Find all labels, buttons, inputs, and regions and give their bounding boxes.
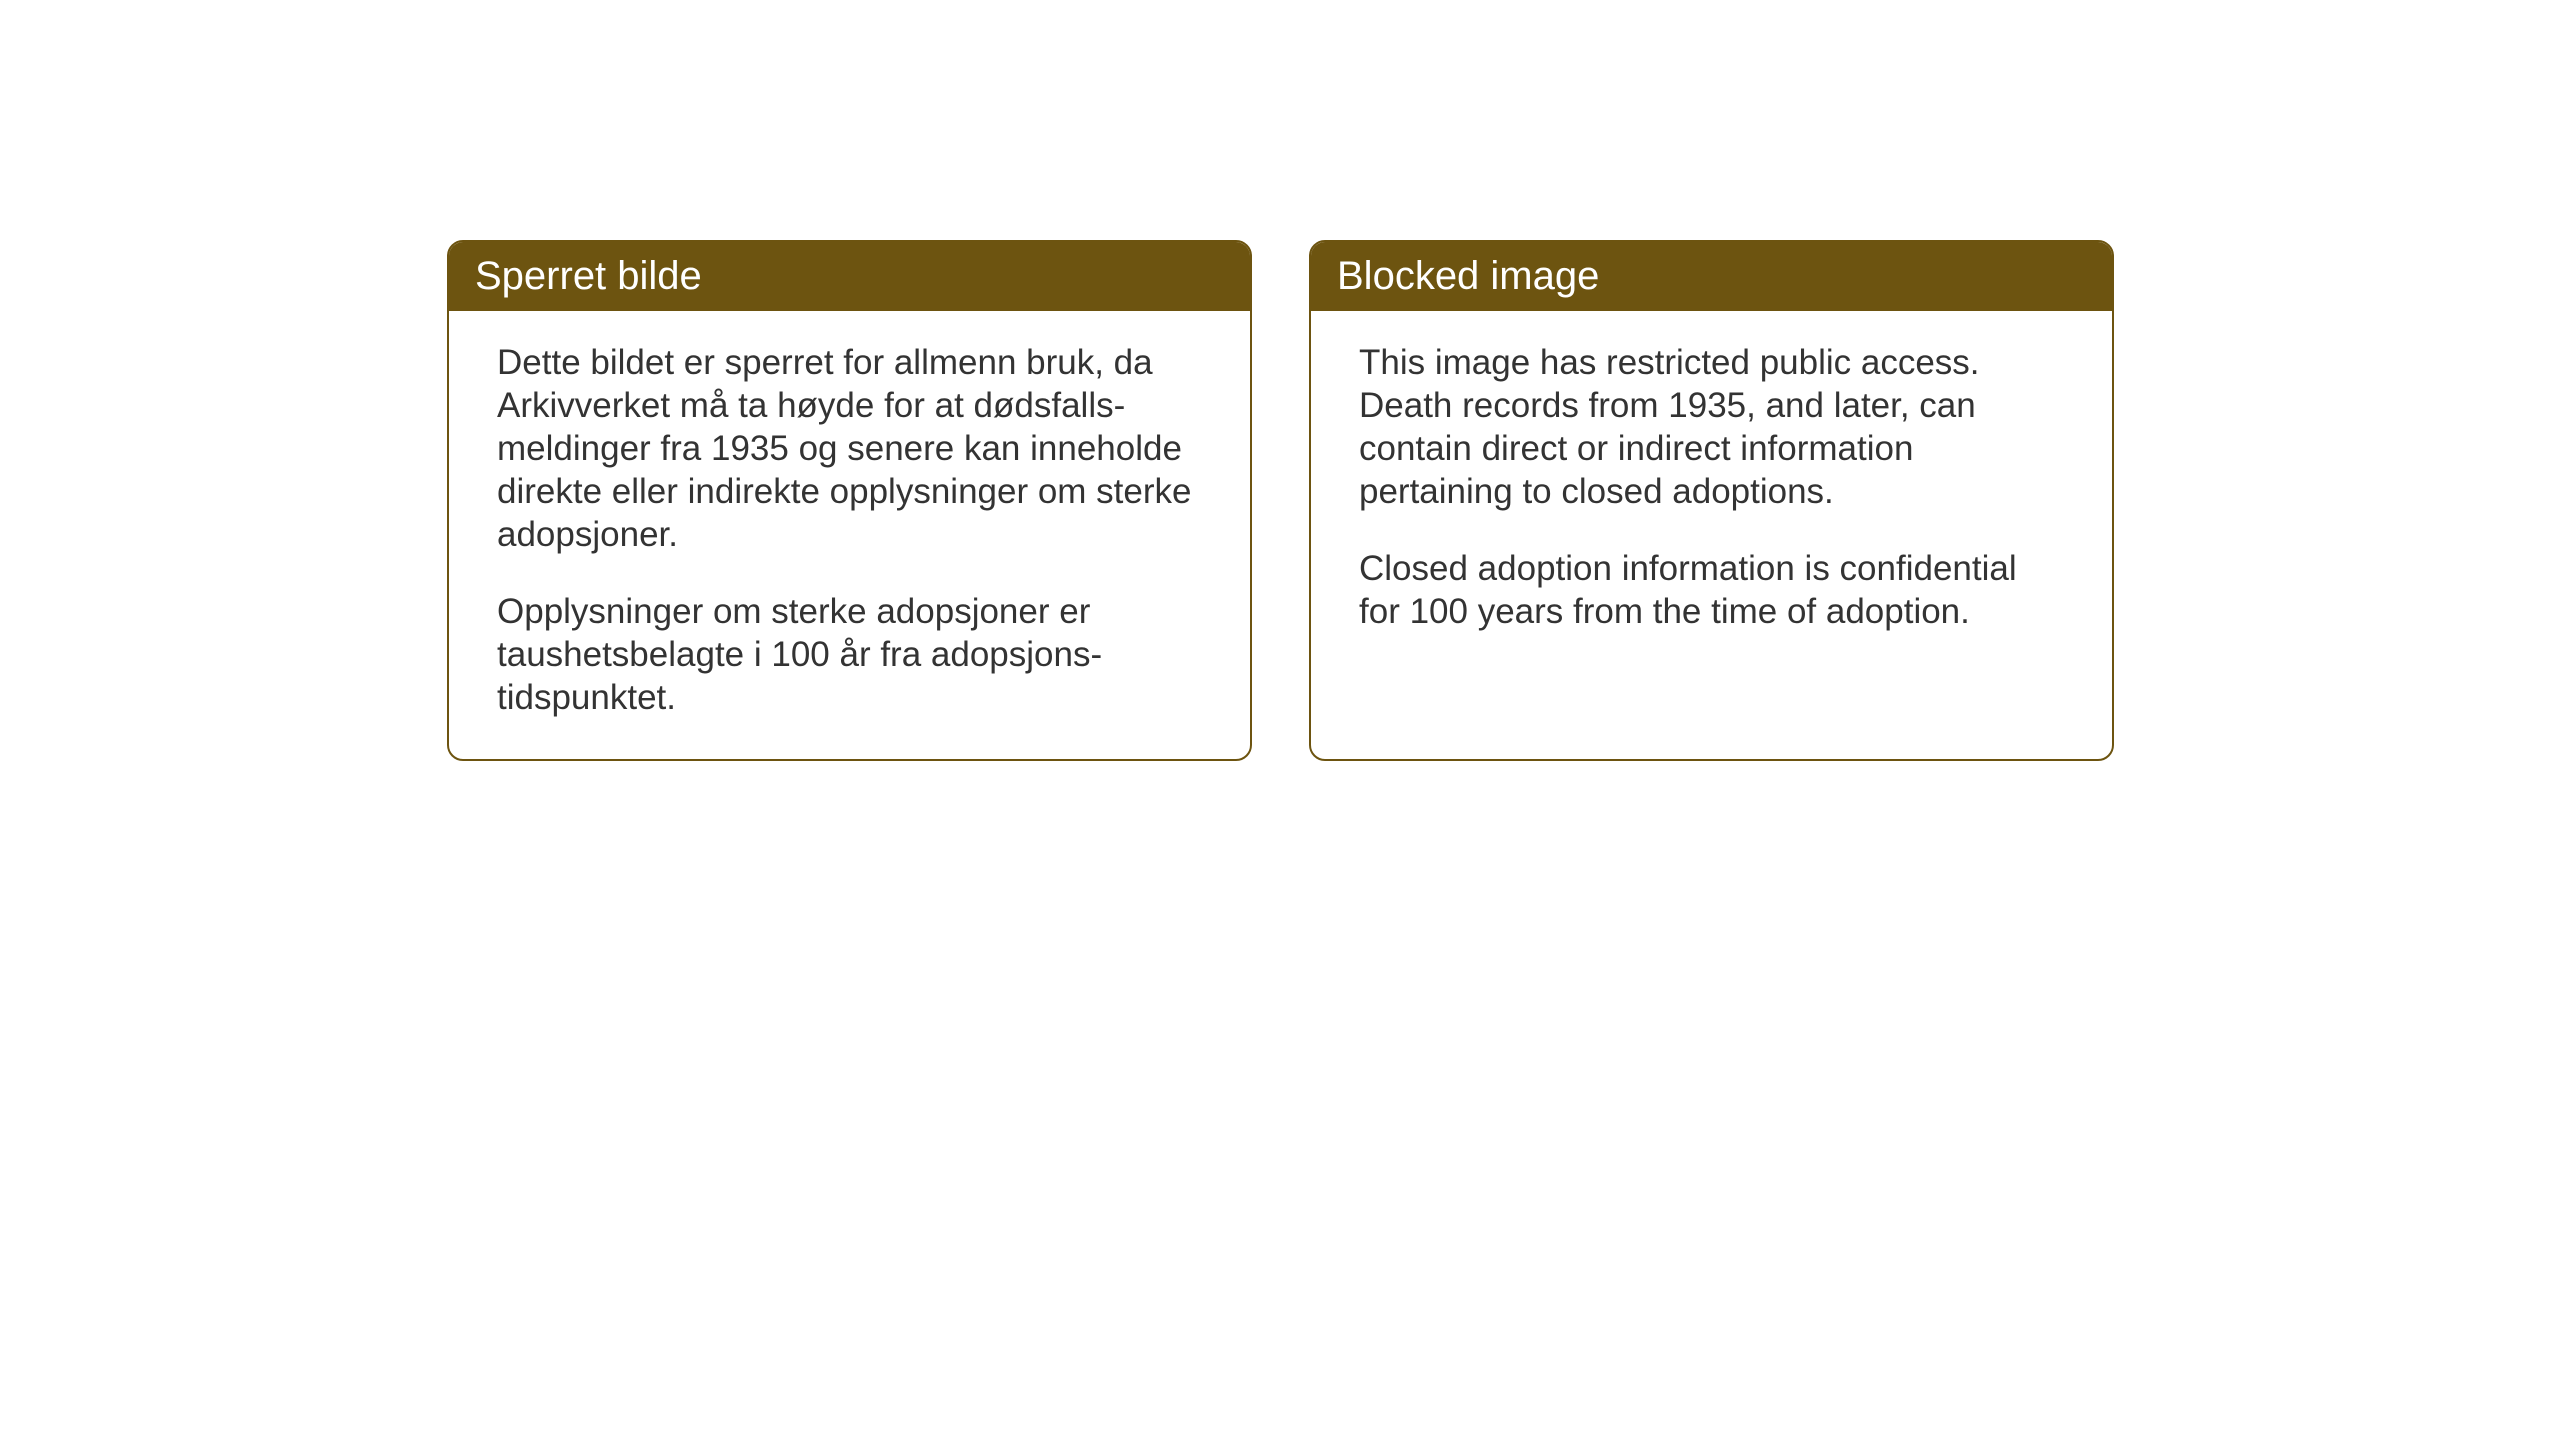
card-body-norwegian: Dette bildet er sperret for allmenn bruk…	[449, 311, 1250, 759]
notice-cards-container: Sperret bilde Dette bildet er sperret fo…	[447, 240, 2114, 761]
card-body-english: This image has restricted public access.…	[1311, 311, 2112, 673]
card-title: Blocked image	[1337, 254, 1599, 298]
card-header-english: Blocked image	[1311, 242, 2112, 311]
notice-card-norwegian: Sperret bilde Dette bildet er sperret fo…	[447, 240, 1252, 761]
card-header-norwegian: Sperret bilde	[449, 242, 1250, 311]
card-title: Sperret bilde	[475, 254, 702, 298]
card-paragraph-2: Closed adoption information is confident…	[1359, 547, 2064, 633]
card-paragraph-1: This image has restricted public access.…	[1359, 341, 2064, 513]
card-paragraph-1: Dette bildet er sperret for allmenn bruk…	[497, 341, 1202, 556]
card-paragraph-2: Opplysninger om sterke adopsjoner er tau…	[497, 590, 1202, 719]
notice-card-english: Blocked image This image has restricted …	[1309, 240, 2114, 761]
